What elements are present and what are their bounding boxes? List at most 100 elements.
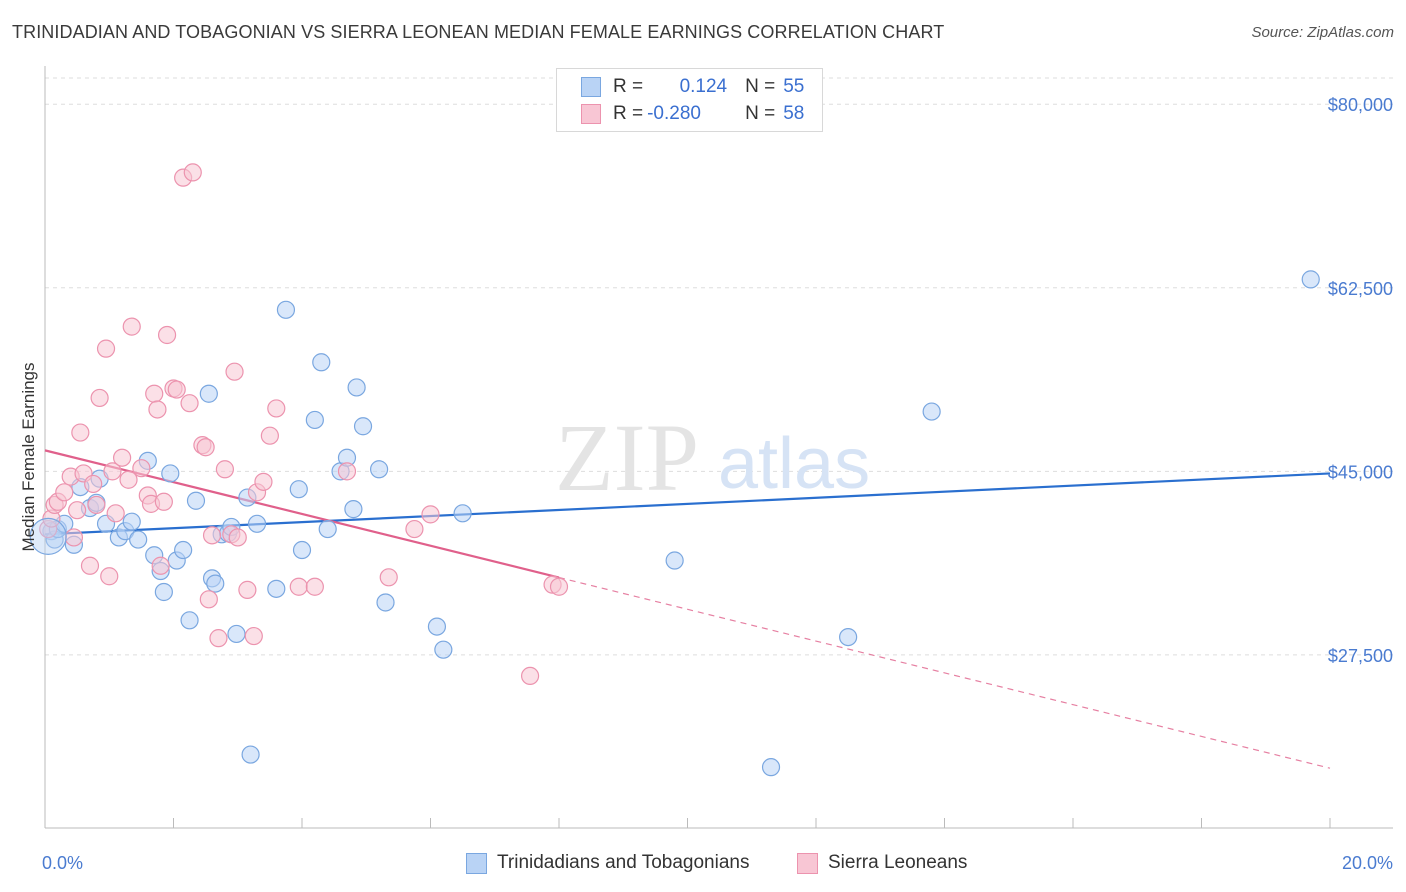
pink-point	[244, 626, 263, 646]
blue-point	[353, 417, 373, 436]
legend-r-value-pink: -0.280	[647, 103, 701, 124]
pink-point	[254, 472, 273, 491]
pink-point	[520, 666, 540, 686]
blue-point	[241, 745, 260, 764]
legend-n-value-pink: 58	[783, 103, 805, 124]
blue-point	[376, 593, 395, 612]
blue-point	[665, 551, 684, 570]
pink-point	[148, 400, 167, 419]
blue-point	[427, 617, 447, 636]
bottom-legend-swatch-pink	[797, 852, 818, 874]
watermark-zip: ZIP	[555, 404, 699, 511]
blue-point	[174, 540, 193, 560]
data-points	[29, 163, 1320, 777]
legend-row-pink: R = -0.280 N = 58	[581, 102, 804, 126]
legend-n-value-blue: 55	[783, 76, 805, 97]
pink-point	[64, 528, 84, 547]
blue-point	[292, 540, 312, 560]
blue-point	[347, 378, 366, 397]
watermark: ZIP atlas	[555, 404, 870, 511]
pink-point	[96, 339, 116, 358]
blue-point	[122, 512, 141, 531]
axes	[44, 66, 1393, 829]
stats-legend: R = 0.124 N = 55 R = -0.280 N = 58	[556, 68, 823, 132]
pink-point	[167, 380, 186, 399]
pink-point	[122, 317, 141, 336]
pink-point	[228, 528, 247, 547]
gridlines	[45, 77, 1393, 656]
blue-point	[344, 500, 363, 519]
x-tick-label: 20.0%	[1342, 853, 1393, 873]
blue-point	[186, 491, 206, 510]
pink-point	[405, 519, 424, 539]
pink-point	[202, 526, 222, 545]
blue-point	[318, 519, 337, 539]
pink-point	[267, 399, 286, 418]
legend-r-value-blue: 0.124	[679, 76, 728, 97]
blue-point	[761, 758, 781, 777]
bottom-legend-blue: Trinidadians and Tobagonians	[466, 852, 749, 874]
pink-point	[379, 568, 398, 587]
blue-point	[370, 460, 389, 479]
blue-point	[180, 611, 199, 630]
pink-point	[289, 577, 308, 596]
pink-point	[112, 448, 132, 467]
pink-trend-extension	[558, 576, 1331, 769]
pink-point	[71, 423, 90, 442]
blue-point	[922, 402, 941, 421]
pink-point	[55, 483, 74, 502]
pink-point	[305, 577, 324, 596]
watermark-atlas: atlas	[718, 424, 870, 504]
pink-point	[238, 580, 257, 599]
blue-point	[312, 353, 331, 372]
pink-point	[106, 504, 125, 523]
blue-point	[227, 624, 246, 644]
y-tick-label: $80,000	[1328, 95, 1393, 115]
pink-point	[132, 459, 151, 478]
pink-point	[225, 362, 244, 381]
pink-point	[119, 470, 138, 489]
pink-point	[337, 462, 357, 481]
pink-point	[145, 384, 164, 403]
y-tick-label: $45,000	[1328, 462, 1393, 482]
legend-r-label: R =	[613, 103, 644, 124]
chart-title: TRINIDADIAN AND TOBAGONIAN VS SIERRA LEO…	[12, 22, 945, 42]
blue-point	[839, 627, 858, 647]
bottom-legend-swatch-blue	[466, 852, 487, 874]
pink-point	[549, 577, 569, 596]
blue-point	[129, 530, 148, 549]
pink-point	[154, 492, 173, 511]
pink-point	[90, 388, 109, 408]
pink-point	[80, 556, 100, 575]
blue-point	[434, 640, 453, 659]
blue-point	[453, 504, 472, 523]
blue-point	[154, 582, 173, 602]
y-tick-label: $62,500	[1328, 279, 1393, 299]
bottom-legend-pink: Sierra Leoneans	[797, 852, 967, 874]
pink-point	[100, 567, 119, 586]
blue-point	[289, 480, 308, 499]
legend-swatch-pink	[581, 104, 601, 124]
pink-point	[151, 556, 170, 575]
blue-point	[161, 464, 180, 483]
bottom-legend-label-pink: Sierra Leoneans	[828, 852, 968, 873]
pink-point	[87, 495, 106, 515]
legend-n-label: N =	[745, 76, 776, 97]
blue-point	[206, 574, 225, 593]
x-tick-label: 0.0%	[42, 853, 83, 873]
pink-point	[103, 462, 122, 481]
bottom-legend-label-blue: Trinidadians and Tobagonians	[497, 852, 750, 873]
blue-point-cluster	[29, 517, 67, 555]
pink-point	[68, 501, 87, 520]
pink-point	[157, 325, 177, 345]
pink-point	[180, 394, 199, 413]
pink-point	[209, 629, 228, 648]
pink-point	[421, 505, 440, 524]
tick-labels: $27,500 $45,000 $62,500 $80,000 0.0% 20.0%	[42, 95, 1393, 873]
blue-point	[199, 384, 218, 403]
legend-swatch-blue	[581, 77, 601, 97]
pink-point	[84, 474, 103, 494]
y-axis-label: Median Female Earnings	[19, 363, 38, 552]
pink-point	[260, 426, 279, 445]
